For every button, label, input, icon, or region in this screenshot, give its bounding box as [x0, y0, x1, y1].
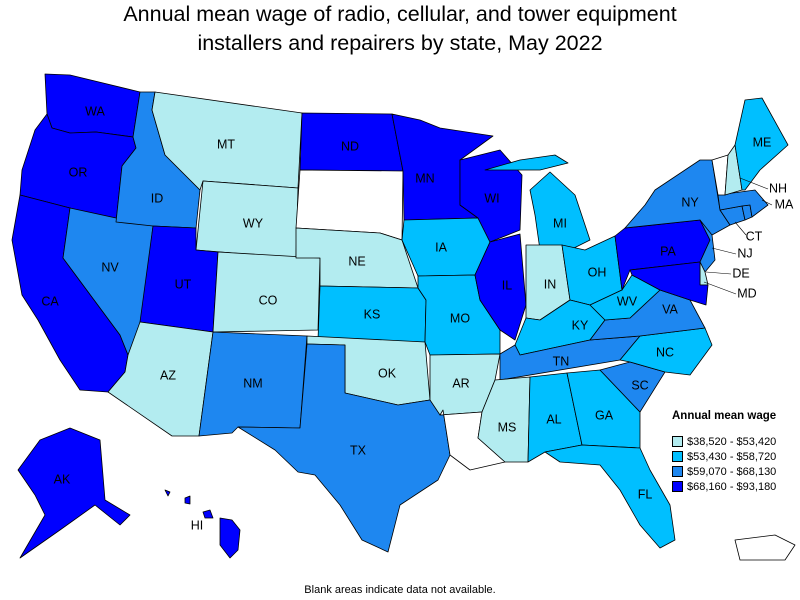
label-UT: UT: [175, 277, 192, 291]
label-VA: VA: [662, 302, 678, 316]
state-CO[interactable]: [212, 251, 321, 333]
label-NJ: NJ: [737, 246, 752, 260]
label-ND: ND: [341, 139, 359, 153]
leader-NJ: [711, 247, 737, 255]
label-CO: CO: [259, 293, 278, 307]
legend-swatch: [672, 466, 683, 477]
legend: Annual mean wage $38,520 - $53,420 $53,4…: [672, 410, 800, 494]
label-MN: MN: [415, 171, 434, 185]
label-PA: PA: [660, 244, 676, 258]
label-AZ: AZ: [160, 368, 176, 382]
label-ID: ID: [151, 191, 164, 205]
label-SC: SC: [631, 378, 648, 392]
label-NV: NV: [101, 260, 119, 274]
footnote: Blank areas indicate data not available.: [304, 584, 496, 596]
label-NM: NM: [243, 376, 262, 390]
label-OK: OK: [378, 366, 397, 380]
label-OR: OR: [69, 165, 88, 179]
state-AK[interactable]: [17, 427, 131, 559]
legend-range: $38,520 - $53,420: [687, 435, 777, 448]
legend-item: $59,070 - $68,130: [672, 464, 800, 479]
map-title: Annual mean wage of radio, cellular, and…: [0, 0, 800, 58]
legend-range: $53,430 - $58,720: [687, 450, 777, 463]
state-HI[interactable]: [164, 489, 241, 559]
label-GA: GA: [595, 408, 614, 422]
legend-item: $68,160 - $93,180: [672, 479, 800, 494]
label-IN: IN: [544, 277, 557, 291]
label-NY: NY: [681, 195, 699, 209]
map-title-line-2: installers and repairers by state, May 2…: [197, 31, 603, 55]
label-FL: FL: [638, 487, 653, 501]
label-NC: NC: [656, 345, 674, 359]
label-MI: MI: [553, 216, 567, 230]
legend-range: $59,070 - $68,130: [687, 465, 777, 478]
legend-swatch: [672, 481, 683, 492]
label-WA: WA: [85, 104, 105, 118]
label-HI: HI: [191, 518, 204, 532]
label-CT: CT: [746, 229, 763, 243]
leader-MA: [761, 199, 773, 206]
label-IA: IA: [435, 240, 447, 254]
label-TN: TN: [553, 354, 570, 368]
label-ME: ME: [753, 135, 772, 149]
legend-swatch: [672, 451, 683, 462]
label-KY: KY: [572, 318, 589, 332]
state-FL[interactable]: [544, 444, 676, 549]
label-WI: WI: [484, 191, 499, 205]
label-DE: DE: [732, 266, 749, 280]
state-PR[interactable]: [734, 534, 796, 561]
label-AL: AL: [546, 412, 561, 426]
legend-swatch: [672, 436, 683, 447]
label-TX: TX: [350, 443, 367, 457]
legend-range: $68,160 - $93,180: [687, 480, 777, 493]
state-GA[interactable]: [566, 369, 641, 449]
label-IL: IL: [502, 278, 512, 292]
state-MA[interactable]: [717, 189, 769, 218]
leader-MD: [703, 281, 737, 295]
state-ME[interactable]: [734, 97, 789, 191]
label-MD: MD: [737, 286, 756, 300]
legend-title: Annual mean wage: [672, 410, 777, 422]
label-WV: WV: [617, 294, 638, 308]
state-IL[interactable]: [474, 233, 527, 341]
label-AR: AR: [452, 376, 469, 390]
legend-item: $38,520 - $53,420: [672, 434, 800, 449]
leader-CT: [734, 221, 747, 236]
label-KS: KS: [364, 307, 381, 321]
label-MO: MO: [450, 311, 470, 325]
map-title-line-1: Annual mean wage of radio, cellular, and…: [123, 2, 677, 26]
state-MI[interactable]: [484, 154, 591, 251]
label-MS: MS: [498, 420, 517, 434]
label-OH: OH: [588, 265, 607, 279]
label-NH: NH: [769, 181, 787, 195]
state-MD[interactable]: [629, 261, 709, 306]
leader-DE: [705, 271, 732, 275]
state-WI[interactable]: [459, 149, 523, 243]
label-MA: MA: [775, 197, 794, 211]
leader-NH: [739, 177, 769, 190]
state-TX[interactable]: [237, 343, 451, 553]
label-CA: CA: [41, 294, 59, 308]
label-MT: MT: [217, 137, 235, 151]
legend-item: $53,430 - $58,720: [672, 449, 800, 464]
label-NE: NE: [348, 254, 365, 268]
label-AK: AK: [54, 472, 71, 486]
label-WY: WY: [243, 216, 264, 230]
